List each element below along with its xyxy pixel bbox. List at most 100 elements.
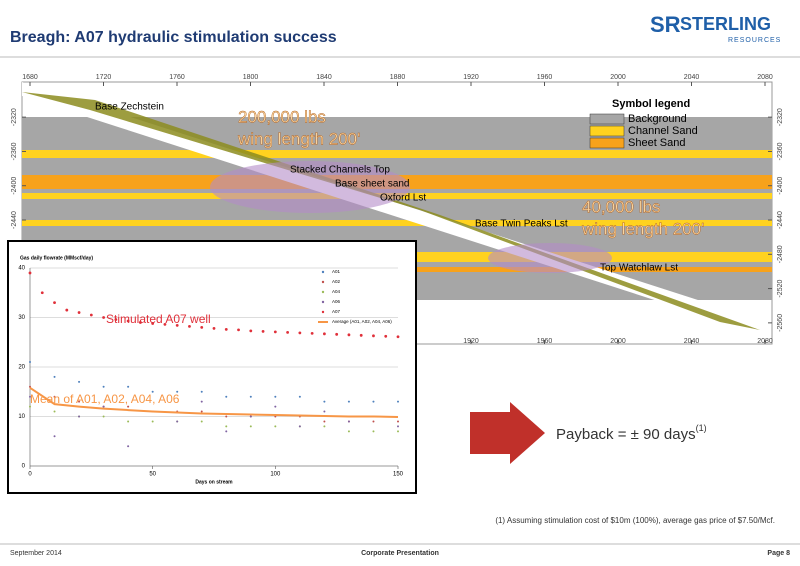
data-point	[53, 301, 56, 305]
data-point	[200, 420, 203, 423]
legend-title: Symbol legend	[612, 98, 690, 110]
right-depth-label: -2400	[777, 177, 784, 195]
legend-label: A01	[332, 269, 341, 274]
data-point	[65, 308, 69, 312]
data-point	[29, 395, 31, 398]
data-point	[323, 410, 326, 413]
data-point	[225, 430, 228, 433]
right-depth-label: -2520	[777, 280, 784, 298]
y-tick-label: 10	[18, 414, 25, 420]
data-point	[347, 420, 350, 423]
data-point	[102, 405, 105, 408]
data-point	[359, 333, 363, 337]
data-point	[176, 420, 179, 423]
well-trajectory-band	[22, 92, 760, 330]
slide-title: Breagh: A07 hydraulic stimulation succes…	[10, 29, 337, 46]
top-tick-label: 1720	[96, 74, 112, 81]
data-point	[200, 390, 203, 393]
data-point	[237, 328, 240, 332]
top-tick-label: 1960	[537, 74, 553, 81]
annotation: wing length 200'	[581, 219, 704, 238]
legend-label: A04	[332, 289, 341, 294]
y-tick-label: 20	[18, 365, 25, 371]
data-point	[53, 375, 56, 378]
chart-annotation: Stimulated A07 well	[106, 312, 211, 326]
data-point	[396, 335, 400, 339]
legend-label: Background	[628, 113, 687, 125]
bottom-tick-label: 1960	[537, 338, 553, 345]
chart: 0 10 20 30 40 0 50 100 150 A01 A02 A04 A06 A07 Average…	[18, 266, 403, 478]
data-point	[102, 385, 105, 388]
horizon-label: Base sheet sand	[335, 179, 410, 190]
footnote: (1) Assuming stimulation cost of $10m (1…	[495, 516, 775, 525]
data-point	[77, 311, 81, 314]
frac-zone	[210, 161, 410, 213]
data-point	[53, 435, 56, 438]
left-depth-label: -2360	[11, 142, 18, 160]
legend-swatch	[589, 113, 625, 125]
data-point	[89, 313, 93, 317]
top-tick-label: 2080	[757, 74, 773, 81]
right-depth-label: -2560	[777, 314, 784, 332]
top-tick-label: 2000	[610, 74, 626, 81]
arrow	[470, 402, 545, 464]
data-point	[310, 331, 314, 335]
x-axis-label: Days on stream	[195, 479, 233, 485]
data-point	[249, 415, 252, 418]
frac-zone	[488, 243, 612, 273]
data-point	[139, 321, 142, 324]
legend-swatch	[589, 125, 625, 137]
data-point	[274, 425, 277, 428]
data-point	[372, 334, 375, 338]
data-point	[286, 330, 289, 334]
footer-title: Corporate Presentation	[361, 550, 439, 557]
data-point	[200, 326, 204, 329]
data-point	[298, 331, 302, 335]
data-point	[397, 425, 399, 428]
y-axis-label: Gas daily flowrate (MMscf/day)	[20, 255, 93, 261]
top-tick-label: 1680	[22, 74, 38, 81]
data-point	[225, 415, 228, 418]
data-point	[151, 322, 155, 325]
footer-date: September 2014	[10, 550, 62, 557]
data-point	[175, 324, 179, 327]
right-depth-label: -2440	[777, 211, 784, 229]
horizon-label: Base Twin Peaks Lst	[475, 219, 568, 230]
right-depth-label: -2320	[777, 108, 784, 126]
data-point	[127, 385, 130, 388]
data-point	[28, 271, 32, 275]
horizon-label: Stacked Channels Top	[290, 165, 390, 176]
data-point	[225, 395, 228, 398]
legend-label: A07	[332, 309, 341, 314]
data-point	[78, 400, 81, 403]
data-point	[127, 405, 130, 408]
legend-swatch	[321, 310, 325, 314]
data-point	[53, 410, 56, 413]
data-point	[298, 395, 301, 398]
data-point	[225, 425, 228, 428]
channel-sand	[22, 220, 772, 226]
left-depth-label: -2440	[11, 211, 18, 229]
data-point	[151, 390, 154, 393]
y-tick-label: 40	[18, 266, 25, 272]
data-point	[102, 415, 105, 418]
logo-mark: SR	[650, 12, 681, 37]
data-point	[176, 390, 179, 393]
annotation: wing length 200'	[237, 129, 360, 148]
horizon-label: Base Zechstein	[95, 102, 164, 113]
legend-label: A02	[332, 279, 341, 284]
horizon-label: Top Watchlaw Lst	[600, 263, 678, 274]
x-tick-label: 0	[28, 472, 32, 478]
legend-swatch	[321, 290, 325, 294]
data-point	[249, 425, 252, 428]
bottom-tick-label: 1920	[463, 338, 479, 345]
data-point	[335, 332, 339, 336]
top-tick-label: 2040	[684, 74, 700, 81]
legend-label: Average (A01, A02, A04, A06)	[332, 319, 392, 324]
data-point	[102, 316, 105, 319]
bottom-tick-label: 2000	[610, 338, 626, 345]
data-point	[384, 334, 388, 338]
chart-annotation: Mean of A01, A02, A04, A06	[30, 392, 180, 406]
data-point	[188, 325, 191, 328]
